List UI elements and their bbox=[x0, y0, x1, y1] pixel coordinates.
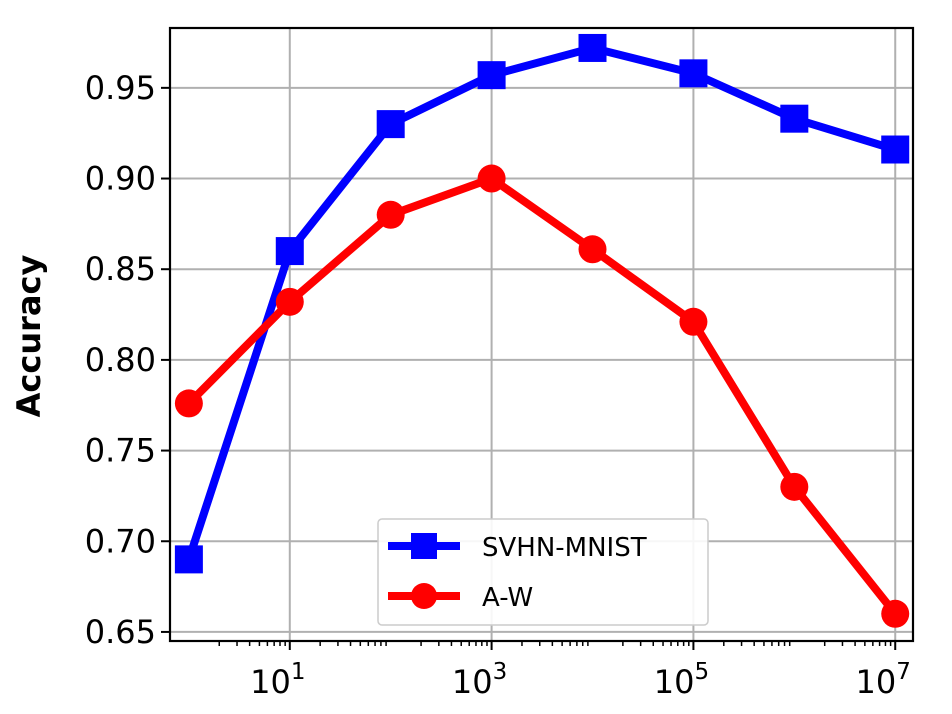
legend-entry: A-W bbox=[388, 583, 533, 613]
data-point-circle bbox=[679, 307, 708, 336]
x-tick-label-exponent: 3 bbox=[493, 659, 508, 685]
y-tick-label: 0.70 bbox=[85, 522, 156, 560]
legend-entry: SVHN-MNIST bbox=[388, 533, 647, 563]
data-point-square bbox=[376, 110, 405, 139]
y-tick-label: 0.75 bbox=[85, 432, 156, 470]
x-tick-label-exponent: 1 bbox=[291, 659, 306, 685]
data-point-square bbox=[679, 59, 708, 88]
y-tick-label: 0.80 bbox=[85, 341, 156, 379]
x-tick-label: 103 bbox=[452, 659, 507, 701]
y-tick-label: 0.85 bbox=[85, 250, 156, 288]
data-point-square bbox=[780, 104, 809, 133]
x-tick-label-base: 10 bbox=[452, 663, 493, 701]
legend-marker-square bbox=[411, 533, 437, 559]
data-point-square bbox=[174, 545, 203, 574]
x-tick-label-base: 10 bbox=[250, 663, 291, 701]
x-tick-label: 101 bbox=[250, 659, 305, 701]
legend-label: SVHN-MNIST bbox=[482, 533, 647, 563]
legend-label: A-W bbox=[482, 583, 533, 613]
y-tick-label: 0.90 bbox=[85, 160, 156, 198]
data-point-circle bbox=[477, 164, 506, 193]
legend-entries: SVHN-MNIST A-W bbox=[388, 533, 647, 613]
data-point-square bbox=[881, 135, 910, 164]
series-a-w bbox=[174, 164, 910, 628]
y-axis-label: Accuracy bbox=[10, 255, 48, 418]
data-point-square bbox=[275, 237, 304, 266]
x-tick-label-exponent: 7 bbox=[896, 659, 911, 685]
series-line bbox=[184, 174, 900, 618]
plot-frame bbox=[168, 26, 915, 643]
x-tick-label: 107 bbox=[856, 659, 911, 701]
data-point-circle bbox=[376, 200, 405, 229]
x-tick-label-base: 10 bbox=[856, 663, 897, 701]
y-tick-label: 0.65 bbox=[85, 613, 156, 651]
data-point-circle bbox=[578, 235, 607, 264]
data-point-circle bbox=[275, 287, 304, 316]
data-point-square bbox=[578, 33, 607, 62]
data-point-circle bbox=[881, 599, 910, 628]
data-point-circle bbox=[780, 472, 809, 501]
x-tick-label: 105 bbox=[654, 659, 709, 701]
y-tick-label: 0.95 bbox=[85, 69, 156, 107]
series-svhn-mnist bbox=[174, 33, 910, 574]
x-tick-label-base: 10 bbox=[654, 663, 695, 701]
legend-box bbox=[377, 518, 709, 626]
series-line bbox=[184, 43, 900, 564]
series-layer bbox=[174, 33, 910, 628]
legend-marker-circle bbox=[411, 583, 437, 609]
x-tick-label-exponent: 5 bbox=[694, 659, 709, 685]
legend[interactable]: SVHN-MNIST A-W bbox=[377, 518, 709, 626]
data-point-circle bbox=[174, 389, 203, 418]
data-point-square bbox=[477, 61, 506, 90]
